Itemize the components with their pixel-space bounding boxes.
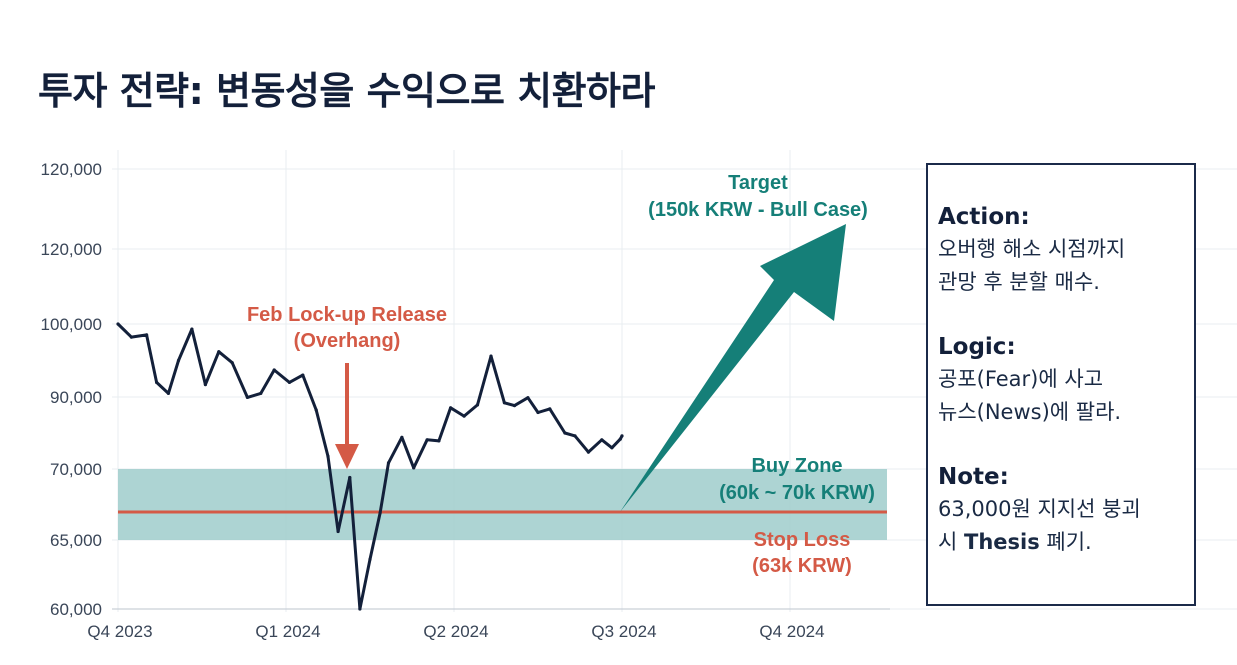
action-line-1: 오버행 해소 시점까지 — [938, 237, 1126, 261]
y-tick-label: 65,000 — [50, 531, 102, 550]
x-tick-label: Q2 2024 — [423, 622, 488, 641]
y-tick-label: 90,000 — [50, 388, 102, 407]
price-point — [326, 454, 330, 458]
y-tick-label: 70,000 — [50, 460, 102, 479]
price-point — [203, 383, 207, 387]
action-section: Action: 오버행 해소 시점까지 관망 후 분할 매수. — [938, 201, 1194, 299]
price-series-line — [116, 322, 624, 611]
price-point — [129, 335, 133, 339]
price-point — [400, 435, 404, 439]
price-point — [116, 322, 120, 326]
note-line-2-pre: 시 — [938, 530, 958, 554]
note-heading: Note: — [938, 464, 1009, 490]
x-tick-label: Q4 2023 — [87, 622, 152, 641]
price-point — [573, 434, 577, 438]
y-tick-label: 120,000 — [41, 240, 102, 259]
y-axis: 120,000 120,000 100,000 90,000 70,000 65,000 6… — [41, 160, 102, 619]
price-point — [259, 391, 263, 395]
page-title: 투자 전략: 변동성을 수익으로 치환하라 — [38, 69, 655, 113]
note-line-2: 시 Thesis 폐기. — [938, 526, 1194, 559]
buy-zone-label: Buy Zone — [751, 455, 842, 477]
price-point — [489, 354, 493, 358]
price-point — [449, 406, 453, 410]
target-sublabel: (150k KRW - Bull Case) — [648, 199, 868, 221]
buy-zone-band — [118, 469, 887, 540]
price-point — [368, 557, 372, 561]
price-point — [618, 437, 622, 441]
logic-heading: Logic: — [938, 334, 1016, 360]
x-tick-label: Q1 2024 — [255, 622, 320, 641]
price-point — [348, 475, 352, 480]
logic-section: Logic: 공포(Fear)에 사고 뉴스(News)에 팔라. — [938, 331, 1194, 429]
price-point — [336, 529, 340, 534]
target-arrow-icon — [620, 224, 846, 512]
y-tick-label: 100,000 — [41, 315, 102, 334]
price-point — [190, 327, 194, 331]
price-point — [512, 404, 517, 408]
price-point — [301, 373, 305, 377]
price-point — [437, 439, 441, 443]
price-point — [600, 438, 604, 442]
buy-zone-sublabel: (60k ~ 70k KRW) — [719, 482, 875, 504]
price-point — [563, 431, 567, 435]
price-point — [620, 434, 624, 438]
x-tick-label: Q4 2024 — [759, 622, 824, 641]
logic-line-1: 공포(Fear)에 사고 — [938, 367, 1104, 391]
lockup-arrow-icon — [335, 363, 359, 469]
note-section: Note: 63,000원 지지선 붕괴 시 Thesis 폐기. — [938, 461, 1194, 559]
price-points — [116, 322, 624, 611]
price-point — [536, 410, 540, 415]
lockup-sublabel: (Overhang) — [294, 330, 401, 352]
note-line-1: 63,000원 지지선 붕괴 — [938, 497, 1141, 521]
price-point — [378, 511, 382, 515]
price-point — [176, 358, 181, 363]
action-heading: Action: — [938, 204, 1030, 230]
price-point — [610, 446, 614, 450]
price-point — [155, 380, 159, 384]
price-point — [425, 438, 429, 442]
price-point — [358, 607, 362, 611]
price-point — [462, 414, 466, 418]
lockup-label: Feb Lock-up Release — [247, 304, 447, 326]
price-point — [412, 466, 416, 470]
note-line-2-post: 폐기. — [1046, 530, 1092, 554]
stop-loss-sublabel: (63k KRW) — [752, 555, 852, 577]
target-label: Target — [728, 172, 788, 194]
y-tick-label: 120,000 — [41, 160, 102, 179]
price-point — [386, 461, 391, 465]
y-tick-label: 60,000 — [50, 600, 102, 619]
note-line-2-bold: Thesis — [964, 530, 1040, 554]
x-tick-label: Q3 2024 — [591, 622, 656, 641]
x-axis: Q4 2023 Q1 2024 Q2 2024 Q3 2024 Q4 2024 — [87, 622, 824, 641]
price-point — [230, 361, 234, 365]
price-point — [475, 403, 480, 407]
price-point — [586, 450, 591, 454]
price-point — [217, 350, 221, 354]
price-point — [166, 391, 170, 395]
strategy-notes-panel: Action: 오버행 해소 시점까지 관망 후 분할 매수. Logic: 공… — [926, 163, 1196, 606]
price-point — [245, 395, 249, 399]
price-point — [272, 368, 276, 372]
stop-loss-label: Stop Loss — [754, 529, 851, 551]
price-point — [526, 396, 530, 400]
price-point — [314, 408, 318, 412]
price-point — [502, 401, 506, 405]
price-point — [548, 407, 552, 411]
price-point — [287, 380, 291, 384]
price-point — [145, 333, 149, 337]
logic-line-2: 뉴스(News)에 팔라. — [938, 400, 1122, 424]
action-line-2: 관망 후 분할 매수. — [938, 270, 1100, 294]
